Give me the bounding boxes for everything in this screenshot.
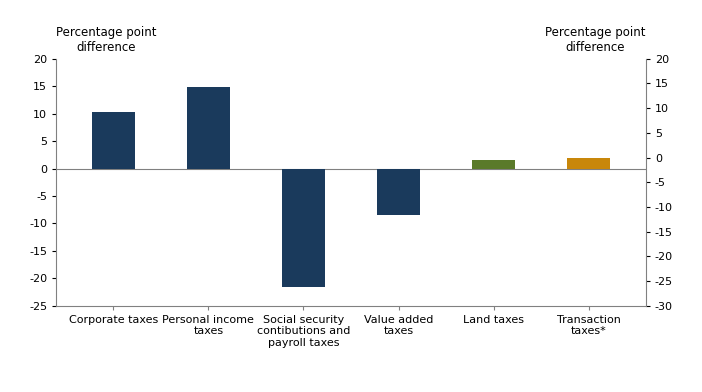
Bar: [472, 160, 515, 169]
Bar: [567, 158, 610, 169]
Bar: [92, 112, 135, 169]
Bar: [282, 169, 325, 287]
Bar: [187, 87, 230, 169]
Text: Percentage point
difference: Percentage point difference: [56, 26, 157, 54]
Text: Percentage point
difference: Percentage point difference: [545, 26, 646, 54]
Bar: [377, 169, 420, 215]
